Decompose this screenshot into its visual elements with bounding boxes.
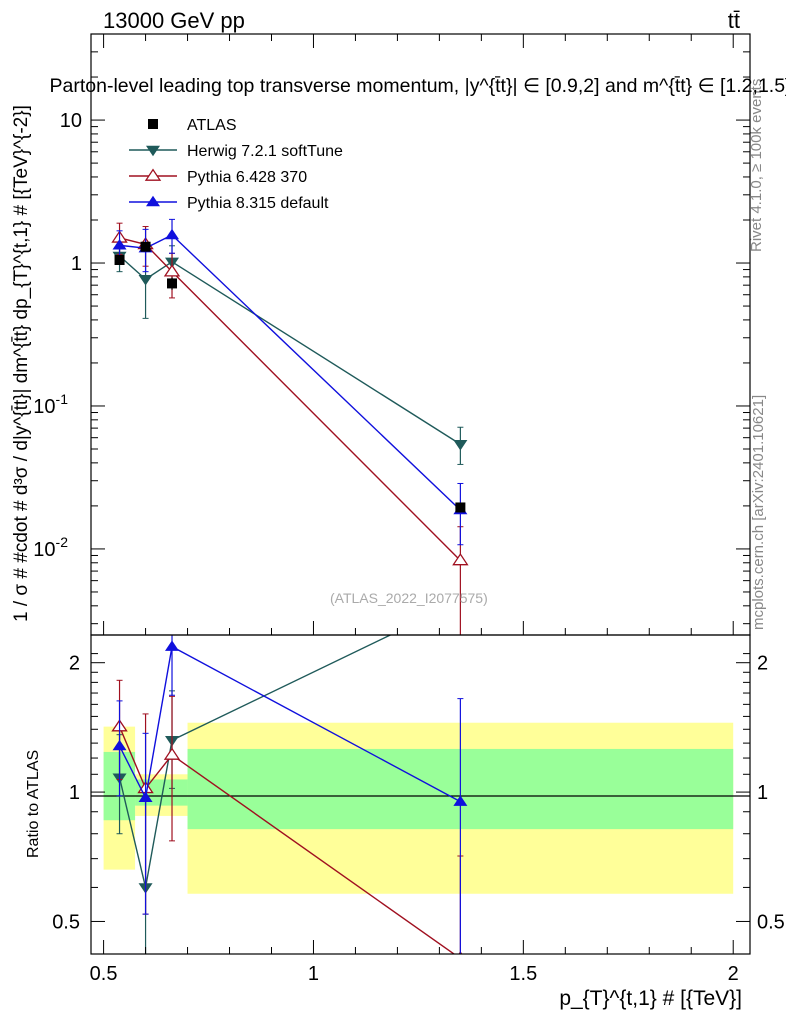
ratio-point xyxy=(138,791,153,802)
data-point xyxy=(453,440,468,451)
ratio-line xyxy=(118,645,461,803)
y-tick-label: 10-1 xyxy=(33,391,68,418)
y-tick-label: 1 xyxy=(71,253,82,275)
main-series-layer xyxy=(111,218,469,635)
process-label: tt̄ xyxy=(728,8,740,33)
x-tick-label: 2 xyxy=(728,963,739,985)
data-point xyxy=(167,278,178,289)
legend-marker xyxy=(146,195,160,207)
ratio-line xyxy=(118,635,392,888)
data-point xyxy=(165,228,180,240)
y-axis-title: 1 / σ # #cdot # d³σ / d|y^{t̄t}| dm^{t̄t… xyxy=(11,105,32,622)
rivet-label: Rivet 4.1.0, ≥ 100k events xyxy=(748,79,765,252)
data-point xyxy=(138,275,153,286)
ratio-uncertainty-bands xyxy=(103,722,734,894)
data-point xyxy=(112,239,127,250)
ratio-y-axis-title: Ratio to ATLAS xyxy=(25,750,42,858)
analysis-id-label: (ATLAS_2022_I2077575) xyxy=(330,590,488,606)
legend-marker xyxy=(146,145,160,157)
legend: ATLAS Herwig 7.2.1 softTune Pythia 6.428 3… xyxy=(129,117,343,212)
series-line xyxy=(119,237,461,561)
legend-entry: Pythia 6.428 370 xyxy=(129,168,307,186)
chart-title: Parton-level leading top transverse mome… xyxy=(50,75,786,97)
ratio-y-tick-label: 2 xyxy=(69,653,80,675)
ratio-y-tick-label: 1 xyxy=(69,782,80,804)
series-line xyxy=(119,255,461,445)
source-label: mcplots.cern.ch [arXiv:2401.10621] xyxy=(750,395,767,630)
ratio-y-tick-label: 1 xyxy=(757,782,768,804)
legend-label: Pythia 8.315 default xyxy=(187,195,329,212)
data-point xyxy=(455,502,466,513)
series-pythia-6-428-370 xyxy=(111,222,469,635)
x-tick-label: 1 xyxy=(308,963,319,985)
axis-ticks: 0.5 1 1.5 2 10-2 10-1 1 10 0.5 0.5 1 1 2 2 xyxy=(33,33,785,985)
x-tick-label: 1.5 xyxy=(509,963,537,985)
legend-label: Herwig 7.2.1 softTune xyxy=(187,143,343,160)
series-pythia-8-315-default xyxy=(112,218,468,546)
x-axis-title: p_{T}^{t,1} # [{TeV}] xyxy=(559,987,742,1010)
ratio-point xyxy=(112,739,127,751)
x-tick-label: 0.5 xyxy=(90,963,118,985)
ratio-point xyxy=(453,795,468,806)
ratio-series-layer xyxy=(111,635,468,954)
legend-entry: Pythia 8.315 default xyxy=(129,195,329,212)
legend-label: Pythia 6.428 370 xyxy=(187,169,307,186)
ratio-point xyxy=(163,747,181,760)
ratio-y-tick-label: 0.5 xyxy=(757,911,785,933)
ratio-y-tick-label: 2 xyxy=(757,653,768,675)
y-tick-label: 10-2 xyxy=(33,534,68,561)
ratio-panel-frame xyxy=(90,634,751,955)
legend-entry: ATLAS xyxy=(148,117,237,134)
ratio-series-pythia-8-315-default xyxy=(112,635,468,954)
y-tick-label: 10 xyxy=(60,110,82,132)
energy-label: 13000 GeV pp xyxy=(103,8,245,33)
data-point xyxy=(140,241,151,252)
ratio-point xyxy=(165,640,180,651)
legend-marker xyxy=(148,119,158,129)
ratio-y-tick-label: 0.5 xyxy=(52,911,80,933)
ratio-line xyxy=(118,726,456,954)
series-atlas xyxy=(114,241,466,513)
data-point xyxy=(452,553,469,566)
legend-entry: Herwig 7.2.1 softTune xyxy=(129,143,343,160)
data-point xyxy=(163,264,181,277)
legend-label: ATLAS xyxy=(187,117,237,134)
series-line xyxy=(119,234,461,511)
data-point xyxy=(114,254,125,265)
legend-marker xyxy=(144,168,162,181)
